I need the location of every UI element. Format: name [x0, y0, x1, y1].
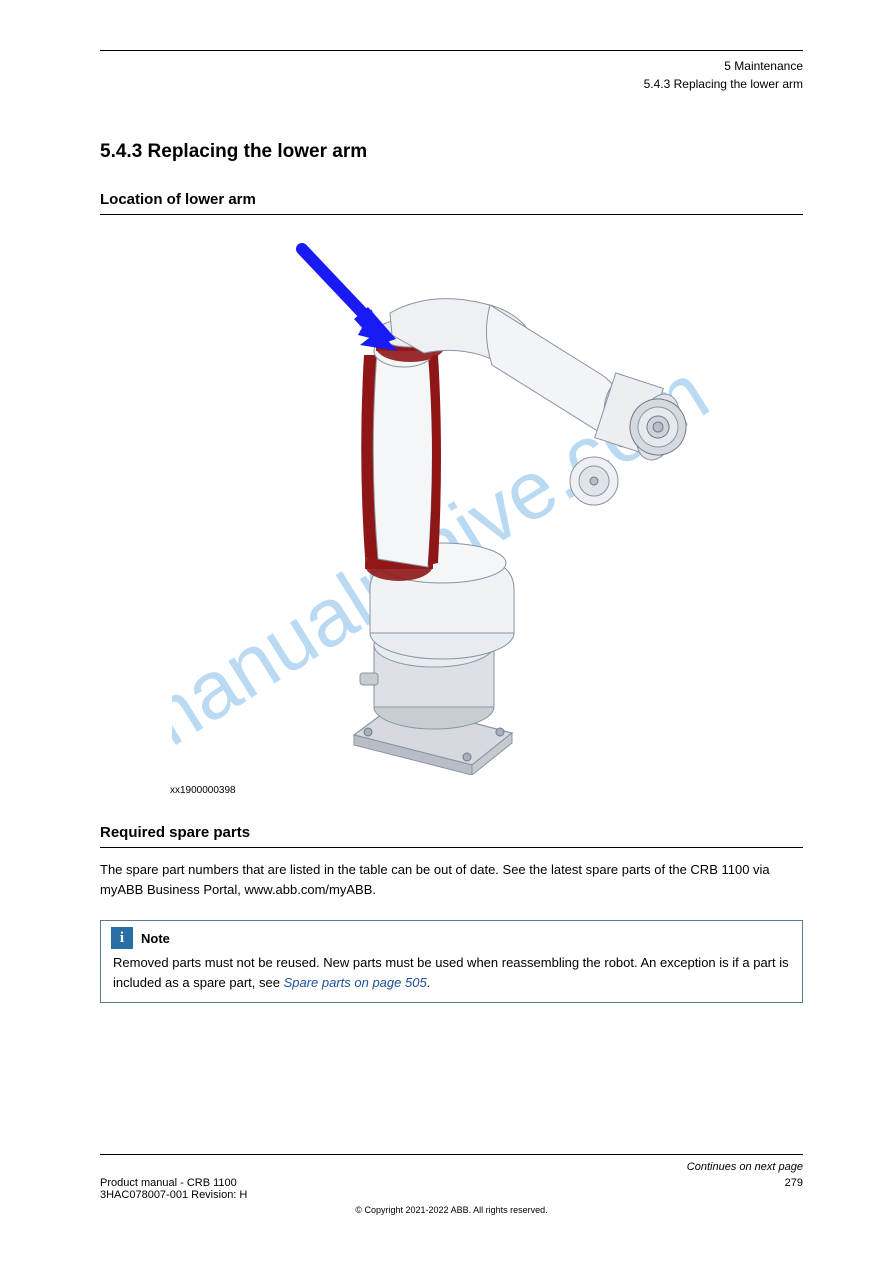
page-number: 279	[785, 1177, 803, 1189]
section-title: 5.4.3 Replacing the lower arm	[100, 141, 803, 163]
figure-reference: xx1900000398	[170, 785, 803, 796]
portal-url: www.abb.com/myABB	[245, 882, 373, 897]
location-heading: Location of lower arm	[100, 191, 803, 215]
header-chapter: 5 Maintenance	[724, 59, 803, 73]
note-text-b: .	[427, 975, 431, 990]
note-label: Note	[141, 931, 170, 946]
robot-figure: manualrchive.com	[172, 235, 732, 775]
required-heading: Required spare parts	[100, 824, 803, 848]
copyright: © Copyright 2021-2022 ABB. All rights re…	[100, 1205, 803, 1215]
note-box: i Note Removed parts must not be reused.…	[100, 920, 803, 1003]
page-footer: Continues on next page Product manual - …	[100, 1154, 803, 1215]
pointer-arrow-icon	[302, 249, 396, 345]
doc-rev: 3HAC078007-001 Revision: H	[100, 1189, 247, 1201]
info-icon: i	[111, 927, 133, 949]
note-link[interactable]: Spare parts on page 505	[284, 975, 427, 990]
header-section: 5.4.3 Replacing the lower arm	[644, 77, 803, 91]
doc-id: Product manual - CRB 1100	[100, 1177, 237, 1189]
note-text-a: Removed parts must not be reused. New pa…	[113, 955, 789, 990]
continues-label: Continues on next page	[687, 1161, 803, 1173]
required-body: The spare part numbers that are listed i…	[100, 860, 803, 900]
